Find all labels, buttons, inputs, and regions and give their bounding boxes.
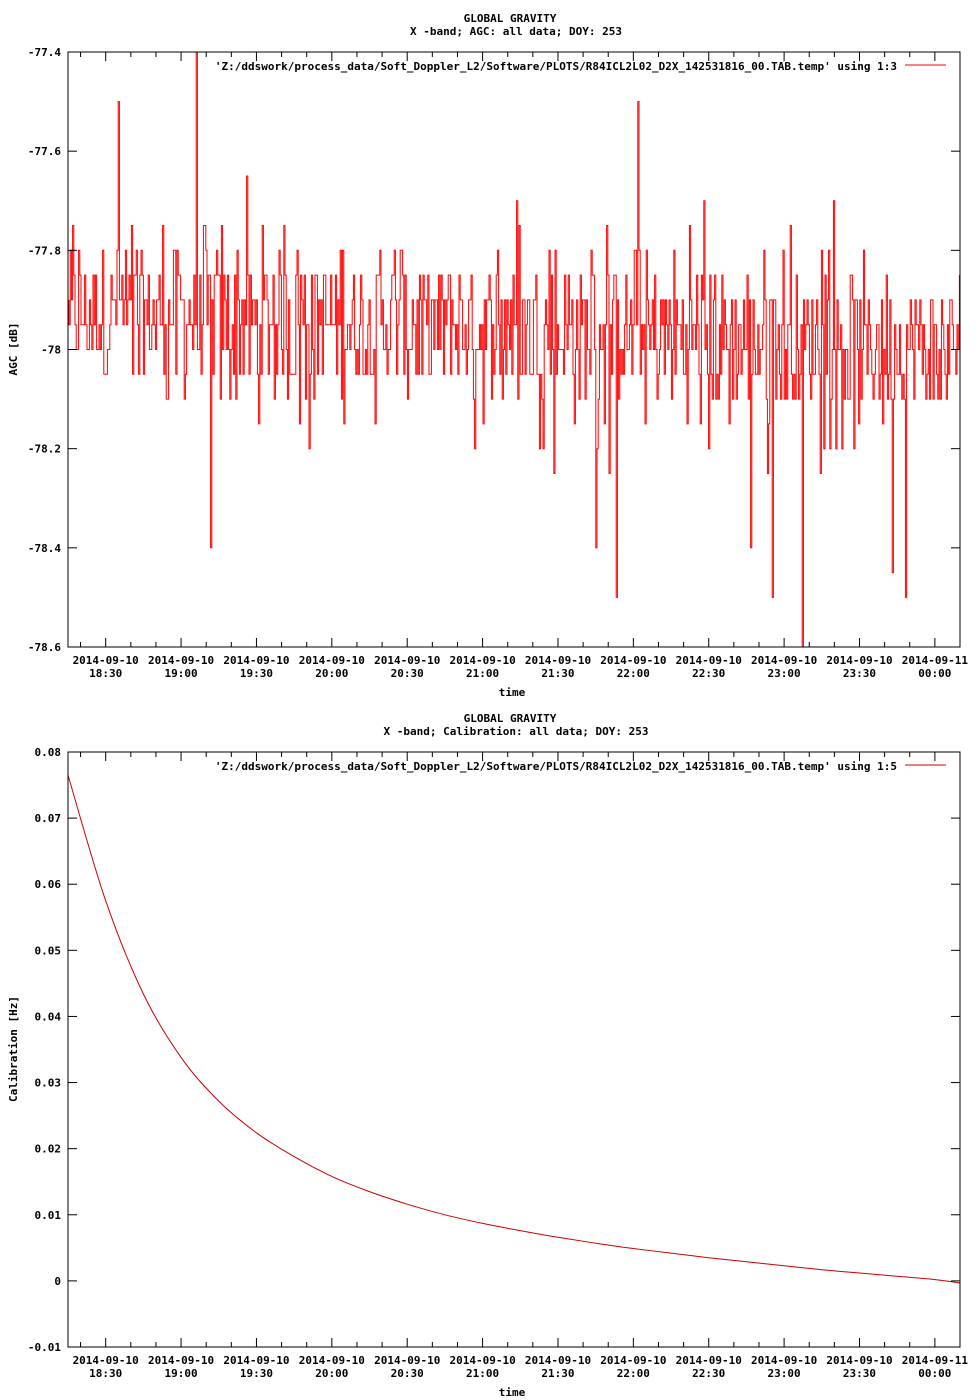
agc-y-tick-label: -78.4: [28, 542, 61, 555]
agc-y-tick-label: -77.8: [28, 244, 61, 257]
cal-x-tick-date: 2014-09-10: [751, 1354, 817, 1367]
cal-x-tick-time: 19:00: [165, 1367, 198, 1380]
agc-chart-title: GLOBAL GRAVITY: [464, 12, 557, 25]
agc-y-tick-label: -78.6: [28, 641, 61, 654]
cal-x-tick-time: 22:00: [617, 1367, 650, 1380]
cal-y-tick-label: 0: [54, 1275, 61, 1288]
cal-y-tick-label: 0.08: [35, 746, 62, 759]
agc-y-tick-label: -78.2: [28, 443, 61, 456]
agc-x-tick-date: 2014-09-10: [449, 654, 515, 667]
cal-x-tick-date: 2014-09-10: [374, 1354, 440, 1367]
agc-x-tick-time: 22:00: [617, 667, 650, 680]
agc-x-tick-time: 21:00: [466, 667, 499, 680]
cal-x-tick-time: 21:30: [541, 1367, 574, 1380]
agc-x-tick-time: 19:30: [240, 667, 273, 680]
agc-x-tick-date: 2014-09-10: [751, 654, 817, 667]
cal-y-tick-label: 0.01: [35, 1209, 62, 1222]
agc-x-tick-time: 00:00: [918, 667, 951, 680]
agc-plot-frame: [67, 51, 961, 648]
cal-plot-frame: [67, 751, 961, 1348]
agc-x-tick-time: 21:30: [541, 667, 574, 680]
cal-x-tick-time: 00:00: [918, 1367, 951, 1380]
agc-x-tick-date: 2014-09-10: [600, 654, 666, 667]
agc-legend-label: 'Z:/ddswork/process_data/Soft_Doppler_L2…: [215, 60, 897, 73]
cal-y-tick-label: 0.02: [35, 1143, 62, 1156]
cal-y-tick-label: 0.03: [35, 1077, 62, 1090]
cal-x-tick-time: 22:30: [692, 1367, 725, 1380]
cal-y-axis-label: Calibration [Hz]: [7, 996, 20, 1102]
cal-x-tick-date: 2014-09-10: [826, 1354, 892, 1367]
agc-x-tick-date: 2014-09-10: [676, 654, 742, 667]
cal-x-tick-date: 2014-09-10: [299, 1354, 365, 1367]
agc-x-tick-time: 20:00: [315, 667, 348, 680]
cal-legend-label: 'Z:/ddswork/process_data/Soft_Doppler_L2…: [215, 760, 897, 773]
cal-y-tick-label: 0.06: [35, 878, 62, 891]
agc-x-tick-time: 23:00: [768, 667, 801, 680]
cal-x-tick-date: 2014-09-10: [676, 1354, 742, 1367]
cal-x-tick-time: 23:30: [843, 1367, 876, 1380]
agc-x-tick-date: 2014-09-10: [223, 654, 289, 667]
cal-y-tick-label: 0.04: [35, 1010, 62, 1023]
cal-x-tick-date: 2014-09-10: [525, 1354, 591, 1367]
agc-x-tick-time: 18:30: [89, 667, 122, 680]
agc-chart-subtitle: X -band; AGC: all data; DOY: 253: [410, 25, 622, 38]
agc-x-tick-time: 19:00: [165, 667, 198, 680]
cal-y-tick-label: 0.07: [35, 812, 62, 825]
cal-x-tick-time: 21:00: [466, 1367, 499, 1380]
agc-y-tick-label: -78: [41, 344, 61, 357]
agc-tick-labels: -77.4 -77.6 -77.8 -78 -78.2 -78.4 -78.6 2014-09…: [28, 46, 968, 680]
cal-x-tick-date: 2014-09-10: [223, 1354, 289, 1367]
cal-y-tick-label: 0.05: [35, 944, 62, 957]
cal-x-tick-date: 2014-09-11: [902, 1354, 969, 1367]
agc-x-axis-label: time: [499, 686, 526, 699]
cal-x-tick-date: 2014-09-10: [148, 1354, 214, 1367]
cal-series-line: [67, 774, 961, 1284]
cal-x-tick-time: 20:30: [391, 1367, 424, 1380]
agc-y-axis-label: AGC [dB]: [7, 323, 20, 376]
calibration-chart: GLOBAL GRAVITY X -band; Calibration: all…: [7, 712, 968, 1399]
cal-tick-labels: 0.08 0.07 0.06 0.05 0.04 0.03 0.02 0.01 0 -0.01 20…: [28, 746, 968, 1380]
cal-x-tick-time: 18:30: [89, 1367, 122, 1380]
agc-x-tick-date: 2014-09-11: [902, 654, 969, 667]
cal-x-tick-date: 2014-09-10: [600, 1354, 666, 1367]
cal-x-tick-time: 23:00: [768, 1367, 801, 1380]
cal-tick-marks: [68, 751, 961, 1348]
agc-x-tick-date: 2014-09-10: [826, 654, 892, 667]
agc-series-line: [68, 51, 960, 648]
cal-x-tick-time: 20:00: [315, 1367, 348, 1380]
agc-x-tick-date: 2014-09-10: [525, 654, 591, 667]
cal-x-tick-time: 19:30: [240, 1367, 273, 1380]
cal-x-tick-date: 2014-09-10: [449, 1354, 515, 1367]
agc-x-tick-time: 20:30: [391, 667, 424, 680]
agc-x-tick-time: 23:30: [843, 667, 876, 680]
agc-x-tick-date: 2014-09-10: [374, 654, 440, 667]
cal-y-tick-label: -0.01: [28, 1341, 61, 1354]
agc-x-tick-date: 2014-09-10: [73, 654, 139, 667]
cal-chart-subtitle: X -band; Calibration: all data; DOY: 253: [384, 725, 649, 738]
cal-chart-title: GLOBAL GRAVITY: [464, 712, 557, 725]
agc-chart: GLOBAL GRAVITY X -band; AGC: all data; D…: [7, 12, 968, 699]
agc-x-tick-time: 22:30: [692, 667, 725, 680]
agc-x-tick-date: 2014-09-10: [148, 654, 214, 667]
agc-y-tick-label: -77.4: [28, 46, 61, 59]
cal-x-axis-label: time: [499, 1386, 526, 1399]
cal-x-tick-date: 2014-09-10: [73, 1354, 139, 1367]
agc-x-tick-date: 2014-09-10: [299, 654, 365, 667]
agc-y-tick-label: -77.6: [28, 145, 61, 158]
